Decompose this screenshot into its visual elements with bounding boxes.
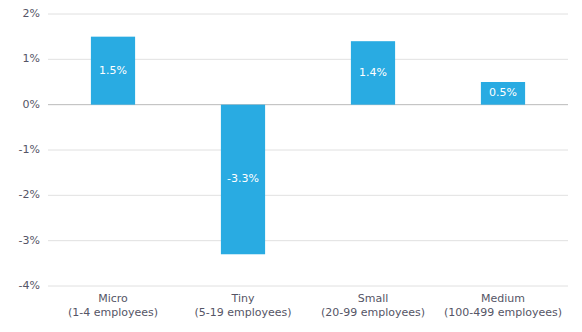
- y-tick-label: -2%: [19, 188, 40, 201]
- bar: [351, 41, 395, 104]
- grid-line: [48, 150, 568, 151]
- bar: [481, 82, 525, 105]
- x-tick-label: Medium(100-499 employees): [444, 292, 562, 319]
- x-tick-label: Small(20-99 employees): [321, 292, 425, 319]
- data-label: 0.5%: [489, 86, 517, 99]
- y-axis: -4% -3% -2% -1% 0% 1% 2%: [19, 7, 40, 292]
- data-label: -3.3%: [227, 172, 259, 185]
- grid-line: [48, 286, 568, 287]
- data-labels: 1.5% -3.3% 1.4% 0.5%: [99, 64, 517, 186]
- chart: -4% -3% -2% -1% 0% 1% 2% 1.5% -3.3% 1.4% 0.5% Micro…: [0, 0, 582, 332]
- grid-line: [48, 240, 568, 241]
- y-tick-label: -3%: [19, 234, 40, 247]
- y-tick-label: 0%: [23, 98, 40, 111]
- bar: [221, 105, 265, 255]
- grid: [48, 14, 568, 286]
- bar: [91, 37, 135, 105]
- x-axis: Micro(1-4 employees) Tiny(5-19 employees)…: [68, 292, 562, 319]
- data-label: 1.4%: [359, 66, 387, 79]
- y-tick-label: 2%: [23, 7, 40, 20]
- data-label: 1.5%: [99, 64, 127, 77]
- y-tick-label: -1%: [19, 143, 40, 156]
- grid-line: [48, 195, 568, 196]
- x-tick-label: Micro(1-4 employees): [68, 292, 158, 319]
- x-tick-label: Tiny(5-19 employees): [194, 292, 291, 319]
- bars: [91, 37, 525, 255]
- grid-line: [48, 14, 568, 15]
- y-tick-label: -4%: [19, 279, 40, 292]
- y-tick-label: 1%: [23, 52, 40, 65]
